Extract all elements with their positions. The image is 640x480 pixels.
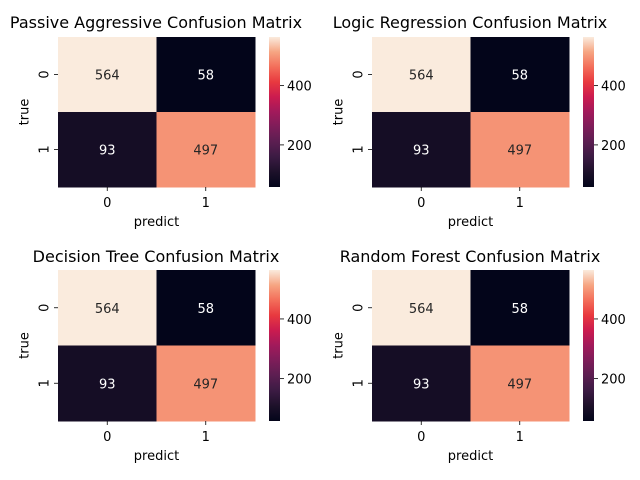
- colorbar-tick-label: 400: [287, 313, 312, 328]
- colorbar-tick-label: 200: [287, 373, 312, 388]
- cell-value-label: 564: [95, 69, 120, 84]
- chart-title: Random Forest Confusion Matrix: [340, 247, 601, 266]
- cell-value-label: 58: [197, 302, 214, 317]
- x-tick-label: 0: [417, 196, 425, 211]
- colorbar-tick-label: 400: [287, 80, 312, 95]
- cell-value-label: 497: [507, 144, 532, 159]
- chart-panels: Passive Aggressive Confusion Matrix 564 58…: [10, 13, 626, 464]
- x-axis-label: predict: [448, 449, 493, 464]
- heatmap-panel: Passive Aggressive Confusion Matrix 564 58…: [10, 13, 312, 230]
- heatmap-cell: [470, 112, 570, 188]
- cell-value-label: 564: [409, 69, 434, 84]
- y-axis-label: true: [18, 332, 33, 359]
- colorbar-tick-label: 400: [601, 313, 626, 328]
- heatmap-cell: [58, 270, 157, 346]
- chart-title: Decision Tree Confusion Matrix: [33, 247, 280, 266]
- x-tick-label: 0: [103, 430, 111, 445]
- colorbar-tick-label: 200: [601, 373, 626, 388]
- y-tick-label: 1: [38, 145, 53, 153]
- y-axis-label: true: [332, 99, 347, 126]
- x-tick-label: 0: [417, 430, 425, 445]
- heatmap-cell: [372, 345, 471, 422]
- heatmap-cell: [156, 345, 256, 422]
- heatmap-cell: [470, 37, 570, 113]
- chart-title: Passive Aggressive Confusion Matrix: [10, 13, 302, 32]
- y-tick-label: 1: [352, 379, 367, 387]
- colorbar-tick-label: 200: [287, 139, 312, 154]
- y-tick-label: 0: [38, 304, 53, 312]
- heatmap-cell: [58, 37, 157, 113]
- x-tick-label: 1: [202, 196, 210, 211]
- cell-value-label: 93: [99, 377, 116, 392]
- colorbar: [269, 270, 280, 421]
- heatmap-cell: [156, 270, 256, 346]
- x-axis-label: predict: [134, 215, 179, 230]
- colorbar: [269, 37, 280, 187]
- heatmap-cell: [58, 345, 157, 422]
- y-axis-label: true: [18, 99, 33, 126]
- colorbar: [583, 37, 594, 187]
- heatmap-cell: [470, 345, 570, 422]
- chart-title: Logic Regression Confusion Matrix: [333, 13, 608, 32]
- cell-value-label: 497: [193, 144, 218, 159]
- heatmap-cell: [372, 37, 471, 113]
- cell-value-label: 497: [507, 377, 532, 392]
- colorbar-tick-label: 400: [601, 80, 626, 95]
- y-axis-label: true: [332, 332, 347, 359]
- x-axis-label: predict: [448, 215, 493, 230]
- cell-value-label: 58: [197, 69, 214, 84]
- heatmap-panel: Logic Regression Confusion Matrix 564 58 93…: [332, 13, 626, 230]
- heatmap-panel: Decision Tree Confusion Matrix 564 58 93 497…: [18, 247, 312, 464]
- y-tick-label: 1: [38, 379, 53, 387]
- x-axis-label: predict: [134, 449, 179, 464]
- cell-value-label: 58: [511, 302, 528, 317]
- y-tick-label: 1: [352, 145, 367, 153]
- x-tick-label: 1: [516, 196, 524, 211]
- colorbar-tick-label: 200: [601, 139, 626, 154]
- cell-value-label: 564: [409, 302, 434, 317]
- heatmap-cell: [156, 112, 256, 188]
- x-tick-label: 1: [516, 430, 524, 445]
- cell-value-label: 93: [413, 144, 430, 159]
- cell-value-label: 58: [511, 69, 528, 84]
- heatmap-panel: Random Forest Confusion Matrix 564 58 93 497…: [332, 247, 626, 464]
- y-tick-label: 0: [352, 304, 367, 312]
- cell-value-label: 93: [413, 377, 430, 392]
- y-tick-label: 0: [352, 70, 367, 78]
- heatmap-cell: [372, 112, 471, 188]
- cell-value-label: 497: [193, 377, 218, 392]
- colorbar: [583, 270, 594, 421]
- cell-value-label: 564: [95, 302, 120, 317]
- x-tick-label: 1: [202, 430, 210, 445]
- cell-value-label: 93: [99, 144, 116, 159]
- y-tick-label: 0: [38, 70, 53, 78]
- x-tick-label: 0: [103, 196, 111, 211]
- heatmap-cell: [372, 270, 471, 346]
- heatmap-cell: [470, 270, 570, 346]
- heatmap-cell: [156, 37, 256, 113]
- heatmap-cell: [58, 112, 157, 188]
